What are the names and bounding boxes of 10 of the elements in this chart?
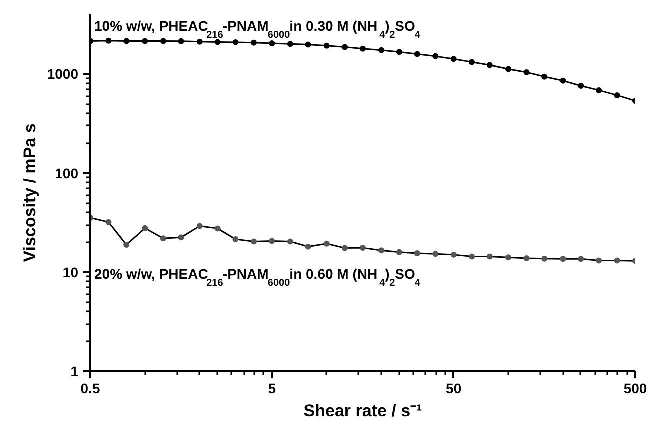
x-tick-label: 0.5	[80, 380, 100, 396]
y-axis-title: Viscosity / mPa s	[20, 124, 40, 262]
x-tick-label: 500	[624, 380, 648, 396]
x-tick-label: 50	[446, 380, 462, 396]
y-tick-label: 100	[55, 165, 79, 182]
x-tick-label: 5	[268, 380, 276, 396]
x-axis-title: Shear rate / s⁻¹	[304, 402, 423, 420]
y-tick-label: 1000	[47, 66, 79, 82]
y-tick-label: 1	[70, 364, 79, 380]
y-tick-label: 10	[62, 264, 79, 280]
